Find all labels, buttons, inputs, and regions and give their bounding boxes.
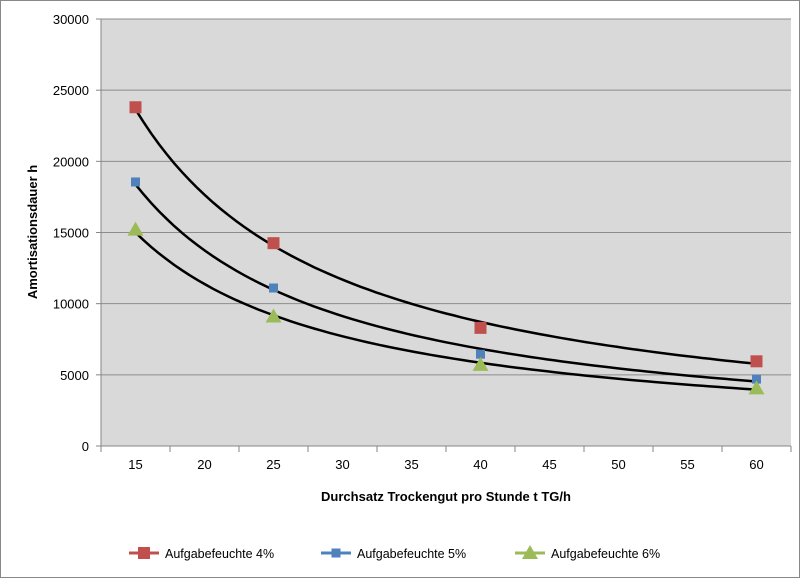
legend: Aufgabefeuchte 4% Aufgabefeuchte 5% Aufgab… <box>129 545 660 561</box>
data-point <box>472 356 489 371</box>
data-point <box>127 221 144 236</box>
x-tick-label: 55 <box>680 457 694 472</box>
x-tick-label: 60 <box>749 457 763 472</box>
y-axis-title: Amortisationsdauer h <box>25 165 40 299</box>
x-tick-label: 50 <box>611 457 625 472</box>
data-point <box>269 283 278 293</box>
x-tick-label: 45 <box>542 457 556 472</box>
trendline <box>134 183 757 383</box>
data-point <box>748 380 765 395</box>
y-tick-label: 5000 <box>60 368 89 383</box>
data-point <box>129 101 142 114</box>
data-point <box>265 308 282 323</box>
trendline <box>134 108 757 366</box>
y-tick-label: 10000 <box>53 297 89 312</box>
trendline <box>134 231 757 391</box>
data-point <box>131 177 140 187</box>
data-point <box>267 237 280 250</box>
y-tick-label: 15000 <box>53 226 89 241</box>
legend-label: Aufgabefeuchte 6% <box>551 547 660 561</box>
data-point <box>750 355 763 368</box>
x-tick-label: 30 <box>335 457 349 472</box>
y-tick-label: 0 <box>82 439 89 454</box>
x-axis-title: Durchsatz Trockengut pro Stunde t TG/h <box>321 489 571 504</box>
legend-marker <box>331 548 341 558</box>
x-tick-label: 35 <box>404 457 418 472</box>
legend-label: Aufgabefeuchte 5% <box>357 547 466 561</box>
data-point <box>476 349 485 359</box>
x-tick-label: 15 <box>128 457 142 472</box>
data-point <box>752 374 761 384</box>
legend-label: Aufgabefeuchte 4% <box>165 547 274 561</box>
data-point <box>474 321 487 334</box>
x-tick-label: 20 <box>197 457 211 472</box>
y-tick-label: 30000 <box>53 12 89 27</box>
x-tick-label: 40 <box>473 457 487 472</box>
x-tick-label: 25 <box>266 457 280 472</box>
legend-marker <box>522 545 538 559</box>
y-tick-label: 20000 <box>53 154 89 169</box>
legend-marker <box>138 547 150 559</box>
y-tick-label: 25000 <box>53 83 89 98</box>
